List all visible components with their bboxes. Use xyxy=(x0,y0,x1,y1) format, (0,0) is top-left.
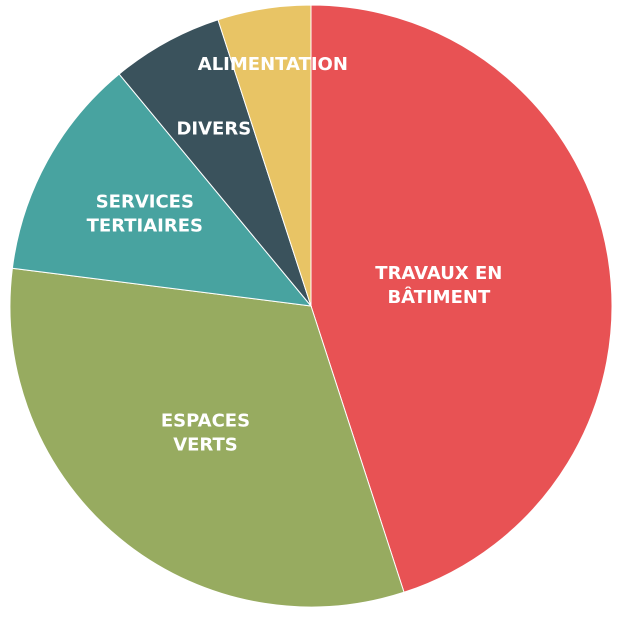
slice-label-line: VERTS xyxy=(173,435,238,456)
slice-label-line: ESPACES xyxy=(161,411,250,432)
slice-label-line: BÂTIMENT xyxy=(387,286,491,308)
pie-slice xyxy=(11,73,313,307)
slice-label-line: TERTIAIRES xyxy=(87,216,203,237)
slice-label-line: ALIMENTATION xyxy=(198,54,348,75)
slice-label-line: SERVICES xyxy=(96,192,194,213)
slice-label: ESPACES VERTS xyxy=(161,411,250,456)
slice-label: ALIMENTATION xyxy=(198,54,348,75)
pie-slice xyxy=(310,4,613,593)
pie-slice xyxy=(217,4,312,307)
slice-label: SERVICES TERTIAIRES xyxy=(87,192,203,237)
slice-label: TRAVAUX EN BÂTIMENT xyxy=(375,263,502,308)
slice-label-line: TRAVAUX EN xyxy=(375,263,502,284)
slice-label: DIVERS xyxy=(176,118,251,139)
pie-slice xyxy=(9,267,405,608)
slice-label-line: DIVERS xyxy=(176,118,251,139)
